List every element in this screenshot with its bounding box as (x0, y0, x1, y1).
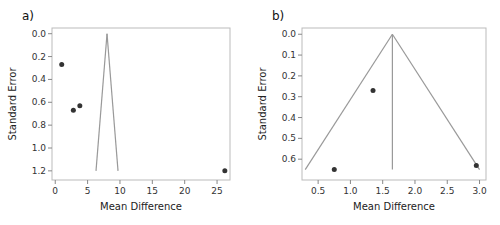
x-tick-label: 10 (114, 186, 126, 196)
y-tick-label: 1.2 (32, 166, 46, 176)
y-tick (48, 79, 52, 80)
x-tick-label: 0 (52, 186, 58, 196)
panel-label: b) (272, 9, 284, 23)
y-tick (48, 148, 52, 149)
x-tick (382, 180, 383, 184)
x-tick (152, 180, 153, 184)
x-tick-label: 5 (85, 186, 91, 196)
point (332, 167, 337, 172)
y-tick-label: 0.2 (32, 52, 46, 62)
plot-frame (302, 28, 486, 180)
y-tick-label: 0.0 (32, 29, 47, 39)
plot-area (59, 34, 227, 174)
x-tick-label: 15 (147, 186, 158, 196)
point (77, 103, 82, 108)
x-tick-label: 25 (211, 186, 222, 196)
x-tick (87, 180, 88, 184)
x-axis-label: Mean Difference (353, 201, 435, 212)
y-axis-label: Standard Error (257, 67, 268, 141)
point (222, 168, 227, 173)
x-tick (318, 180, 319, 184)
x-tick (55, 180, 56, 184)
y-tick (298, 34, 302, 35)
chart: 0 5 10 15 20 25 0.0 0.2 0.4 0.6 0.8 1.0 1.2 Mean Diff… (0, 0, 500, 225)
y-tick (48, 125, 52, 126)
x-tick-label: 1.0 (343, 186, 358, 196)
point (474, 163, 479, 168)
x-tick-label: 2.5 (440, 186, 454, 196)
y-tick-label: 0.6 (282, 154, 297, 164)
y-tick (48, 170, 52, 171)
point (59, 62, 64, 67)
x-tick (217, 180, 218, 184)
plot-frame (52, 28, 230, 180)
x-tick-label: 20 (179, 186, 191, 196)
y-tick-label: 0.2 (282, 71, 296, 81)
funnel-center (392, 34, 393, 169)
panel-label: a) (22, 9, 34, 23)
x-tick-label: 3.0 (472, 186, 487, 196)
x-tick-label: 0.5 (311, 186, 325, 196)
y-tick-label: 1.0 (32, 143, 47, 153)
y-tick-label: 0.5 (282, 133, 296, 143)
x-tick (119, 180, 120, 184)
y-tick (298, 117, 302, 118)
y-tick-label: 0.4 (32, 74, 47, 84)
funnel-right (392, 34, 479, 169)
x-tick-label: 1.5 (376, 186, 390, 196)
y-tick-label: 0.4 (282, 113, 297, 123)
y-tick-label: 0.1 (282, 50, 296, 60)
funnel-right (107, 34, 118, 171)
x-tick (350, 180, 351, 184)
y-tick (48, 56, 52, 57)
y-tick (48, 33, 52, 34)
point (71, 108, 76, 113)
point (371, 88, 376, 93)
y-tick (298, 159, 302, 160)
x-tick (447, 180, 448, 184)
y-tick-label: 0.0 (282, 29, 297, 39)
funnel-left (96, 34, 107, 171)
x-tick-label: 2.0 (408, 186, 423, 196)
x-tick (479, 180, 480, 184)
y-tick-label: 0.6 (32, 97, 47, 107)
funnel-left (305, 34, 392, 169)
x-tick (414, 180, 415, 184)
x-axis-label: Mean Difference (100, 201, 182, 212)
y-tick-label: 0.3 (282, 92, 296, 102)
y-tick (298, 96, 302, 97)
y-tick (298, 55, 302, 56)
x-tick (184, 180, 185, 184)
y-tick (298, 75, 302, 76)
y-tick-label: 0.8 (32, 120, 47, 130)
y-axis-label: Standard Error (7, 67, 18, 141)
y-tick (48, 102, 52, 103)
y-tick (298, 138, 302, 139)
plot-area (305, 34, 479, 172)
